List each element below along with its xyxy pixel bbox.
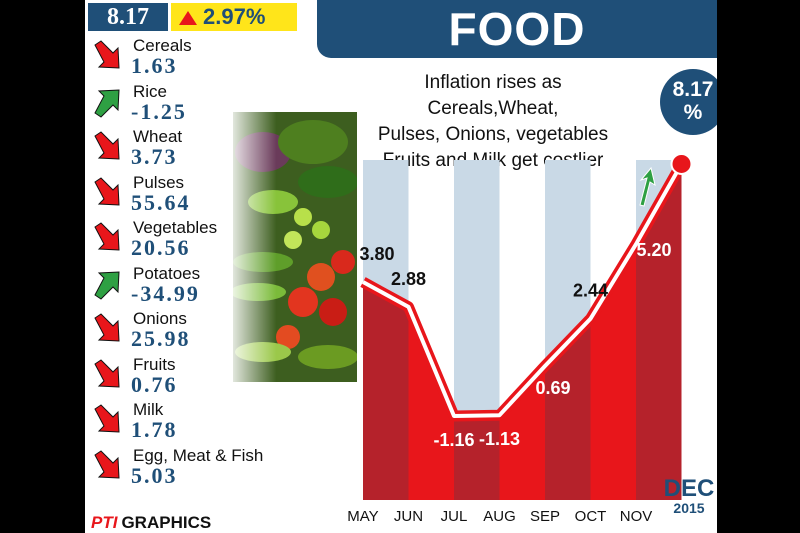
data-label: 0.69	[535, 378, 570, 398]
x-tick-label: SEP	[530, 508, 560, 525]
commodity-value: 1.63	[131, 53, 178, 78]
inflation-line-chart: 3.80 2.88 -1.16 -1.13 0.69 2.44 5.20 MAY JUN JUL A…	[347, 152, 693, 525]
commodity-label: Onions	[133, 309, 187, 328]
commodity-item: Rice -1.25	[85, 80, 270, 125]
area-segment	[454, 415, 500, 500]
commodity-value: 20.56	[131, 235, 191, 260]
badge-unit: %	[683, 101, 703, 124]
area-segment	[545, 318, 591, 500]
series-line	[362, 162, 684, 418]
dec-month: DEC	[663, 475, 715, 502]
red-up-arrow-icon	[94, 404, 120, 433]
data-label: 3.80	[359, 244, 394, 264]
commodity-item: Pulses 55.64	[85, 171, 270, 216]
commodity-item: Vegetables 20.56	[85, 216, 270, 261]
red-up-arrow-icon	[94, 313, 120, 342]
red-up-arrow-icon	[94, 222, 120, 251]
pti-logo: PTI	[91, 513, 118, 532]
area-segment	[636, 163, 682, 500]
x-tick-label: JUN	[394, 508, 423, 525]
latest-value-badge: 8.17 %	[660, 69, 717, 135]
x-tick-label: AUG	[483, 508, 516, 525]
header-index-value: 8.17	[88, 3, 168, 31]
red-up-arrow-icon	[94, 40, 120, 69]
subtitle-line: Pulses, Onions, vegetables	[377, 124, 609, 145]
subtitle-line: Inflation rises as Cereals,Wheat,	[424, 72, 562, 119]
commodity-value: 3.73	[131, 144, 178, 169]
x-tick-label: NOV	[620, 508, 653, 525]
red-up-arrow-icon	[94, 358, 120, 388]
commodity-label: Cereals	[133, 36, 192, 55]
commodity-label: Egg, Meat & Fish	[133, 445, 264, 465]
data-label: -1.16	[433, 430, 474, 450]
badge-value: 8.17	[672, 78, 714, 101]
commodity-item: Potatoes -34.99	[85, 262, 270, 307]
red-up-arrow-icon	[94, 449, 120, 479]
commodity-label: Vegetables	[133, 218, 218, 237]
vegetables-image	[233, 112, 357, 382]
commodity-label: Fruits	[133, 354, 176, 374]
commodity-value: 55.64	[131, 189, 191, 215]
infographic-panel: 8.17 2.97% FOOD INFLATION Cereals 1.63 Ric…	[85, 0, 717, 533]
area-segment	[363, 282, 409, 500]
commodity-item: Fruits 0.76	[85, 353, 270, 398]
x-tick-label: MAY	[347, 508, 378, 525]
commodity-value: 0.76	[131, 371, 178, 397]
data-label: 2.44	[573, 281, 608, 301]
data-label: -1.13	[479, 429, 520, 449]
header-change-value: 2.97%	[203, 4, 266, 29]
commodity-item: Wheat 3.73	[85, 125, 270, 170]
red-up-arrow-icon	[94, 176, 120, 206]
commodity-label: Milk	[133, 400, 164, 419]
area-segment	[408, 306, 454, 500]
commodity-item: Onions 25.98	[85, 307, 270, 352]
red-triangle-icon	[179, 11, 197, 25]
dec-year: 2015	[673, 500, 705, 516]
commodity-value: 25.98	[131, 326, 191, 351]
dec-label: DEC 2015	[659, 475, 717, 517]
x-tick-label: JUL	[441, 508, 468, 525]
commodity-label: Potatoes	[133, 263, 201, 283]
data-label: 5.20	[636, 240, 671, 260]
x-tick-label: OCT	[575, 508, 607, 525]
graphics-credit-text: GRAPHICS	[121, 513, 212, 532]
red-up-arrow-icon	[94, 131, 120, 160]
commodity-value: 1.78	[131, 417, 178, 442]
pti-graphics-credit: PTI GRAPHICS	[91, 513, 211, 533]
commodity-label: Rice	[133, 81, 168, 101]
commodity-label: Pulses	[133, 172, 185, 192]
area-segment	[499, 366, 545, 500]
commodity-value: -34.99	[131, 280, 200, 306]
green-down-arrow-icon	[94, 270, 120, 300]
commodity-value: 5.03	[131, 462, 178, 488]
page-title: FOOD INFLATION	[317, 0, 717, 113]
data-point	[670, 152, 693, 175]
commodity-value: -1.25	[131, 98, 187, 124]
green-down-arrow-icon	[94, 88, 120, 118]
green-up-arrow-icon	[639, 166, 656, 207]
commodity-item: Egg, Meat & Fish 5.03	[85, 444, 270, 489]
data-label: 2.88	[391, 269, 426, 289]
header-change-box: 2.97%	[171, 3, 297, 31]
commodity-item: Milk 1.78	[85, 398, 270, 443]
commodity-item: Cereals 1.63	[85, 34, 270, 79]
commodity-label: Wheat	[133, 127, 183, 146]
